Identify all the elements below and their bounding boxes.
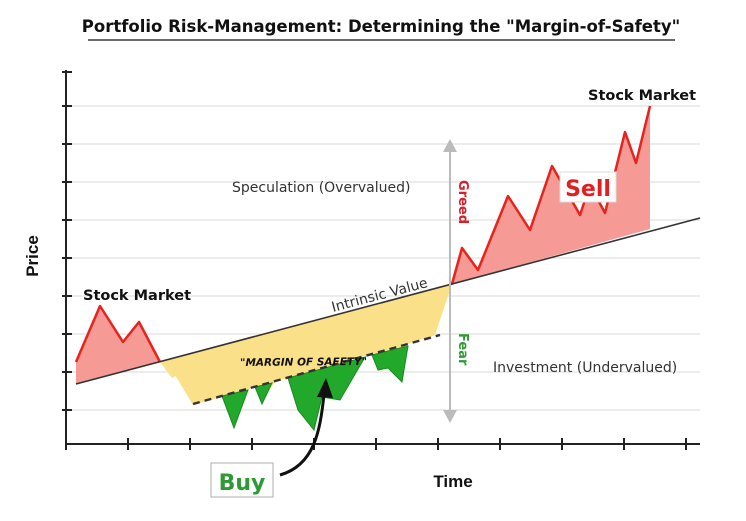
- yellow-price-path: [160, 284, 452, 404]
- buy-box: [210, 462, 274, 498]
- stock-market-left-label: Stock Market: [83, 288, 191, 304]
- fear-label: Fear: [455, 333, 470, 366]
- x-axis-label: Time: [433, 472, 472, 491]
- y-axis-label: Price: [23, 235, 42, 277]
- curved-arrow-icon: [279, 378, 333, 477]
- greed-label: Greed: [455, 180, 470, 224]
- intrinsic-value-line: [75, 217, 701, 385]
- speculation-label: Speculation (Overvalued): [232, 180, 410, 196]
- gridlines: [66, 105, 700, 411]
- sell-label: Sell: [565, 177, 611, 202]
- double-arrow-icon: [443, 139, 457, 423]
- margin-of-safety-label: "MARGIN OF SAFETY": [240, 356, 367, 369]
- investment-label: Investment (Undervalued): [493, 360, 677, 376]
- right-overvalued-area: [452, 106, 650, 284]
- diagram-title: Portfolio Risk-Management: Determining t…: [82, 17, 680, 36]
- x-axis: [65, 438, 700, 450]
- stock-market-right-label: Stock Market: [588, 88, 696, 104]
- buy-label: Buy: [219, 471, 266, 496]
- left-overvalued-area: [76, 306, 160, 384]
- sell-box: [559, 171, 617, 203]
- stock-market-line-left: [74, 304, 162, 363]
- y-axis: [62, 70, 72, 444]
- margin-of-safety-line: [192, 333, 441, 406]
